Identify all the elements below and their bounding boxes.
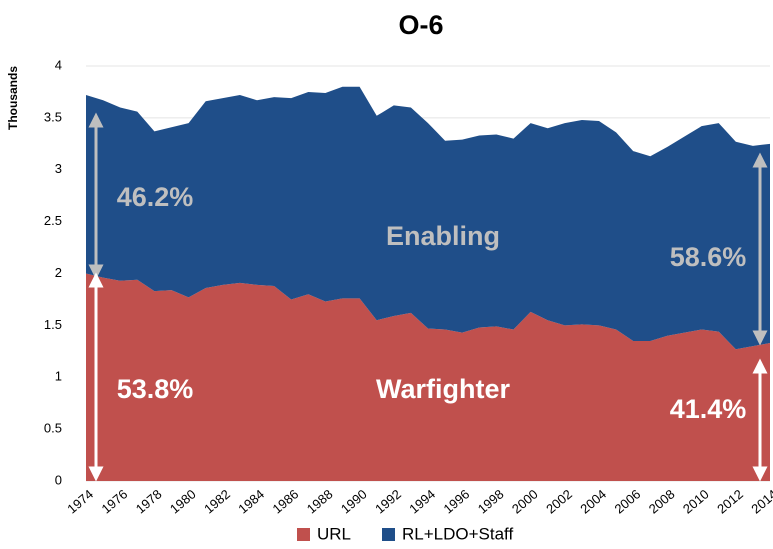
y-tick-label: 3 — [55, 161, 62, 176]
annotation: 41.4% — [670, 394, 747, 424]
x-tick-label: 1982 — [201, 486, 233, 516]
x-tick-label: 2000 — [509, 486, 541, 516]
x-tick-label: 2010 — [680, 486, 712, 516]
x-tick-label: 1976 — [99, 486, 131, 516]
x-tick-label: 1980 — [167, 486, 199, 516]
y-tick-label: 1.5 — [44, 317, 62, 332]
x-tick-label: 2004 — [577, 486, 609, 516]
y-axis-label: Thousands — [6, 66, 20, 130]
x-tick-label: 1998 — [475, 486, 507, 516]
x-tick-label: 2002 — [543, 486, 575, 516]
y-tick-label: 0.5 — [44, 421, 62, 436]
chart-title: O-6 — [398, 10, 443, 40]
legend-swatch — [297, 528, 310, 541]
x-tick-label: 1984 — [235, 486, 267, 516]
y-tick-label: 2.5 — [44, 213, 62, 228]
x-tick-label: 1990 — [338, 486, 370, 516]
area — [86, 86, 770, 350]
annotation: 46.2% — [117, 182, 194, 212]
x-tick-label: 1978 — [133, 486, 165, 516]
areas — [86, 86, 770, 481]
legend: URL RL+LDO+Staff — [297, 524, 513, 543]
legend-label: RL+LDO+Staff — [402, 524, 513, 543]
x-tick-label: 1988 — [304, 486, 336, 516]
annotation: Warfighter — [376, 374, 510, 404]
x-tick-label: 2012 — [714, 486, 746, 516]
x-tick-label: 2014 — [748, 486, 773, 516]
y-tick-label: 3.5 — [44, 109, 62, 124]
x-tick-label: 1992 — [372, 486, 404, 516]
x-tick-label: 1986 — [270, 486, 302, 516]
annotation: 58.6% — [670, 242, 747, 272]
annotation: Enabling — [386, 221, 500, 251]
x-tick-label: 1994 — [406, 486, 438, 516]
x-tick-label: 2006 — [612, 486, 644, 516]
y-tick-label: 4 — [55, 57, 62, 72]
y-tick-label: 0 — [55, 472, 62, 487]
legend-label: URL — [317, 524, 351, 543]
x-tick-label: 1996 — [441, 486, 473, 516]
annotation: 53.8% — [117, 374, 194, 404]
x-tick-label: 1974 — [64, 486, 96, 516]
y-tick-label: 2 — [55, 265, 62, 280]
y-tick-label: 1 — [55, 369, 62, 384]
legend-swatch — [382, 528, 395, 541]
x-tick-label: 2008 — [646, 486, 678, 516]
